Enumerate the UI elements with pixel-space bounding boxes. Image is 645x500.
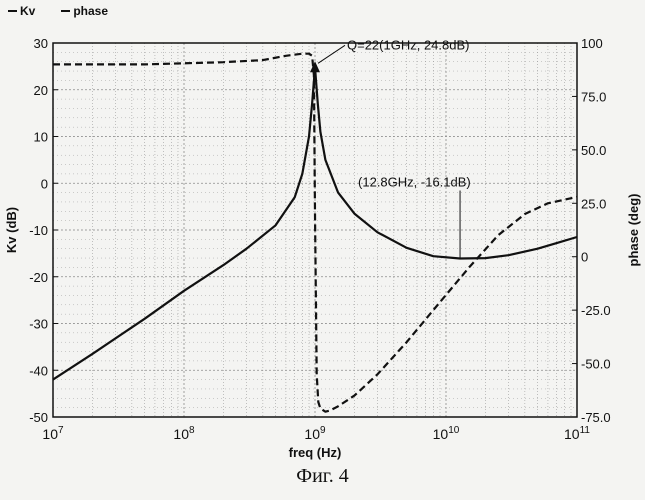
tick-labels: 107108109101010113020100-10-20-30-40-501… [29,36,610,442]
x-tick-exponent: 9 [320,425,326,436]
x-tick-label: 1011 [564,425,590,442]
y-tick-label: 0 [41,176,48,191]
y2-tick-label: -50.0 [581,357,611,372]
x-tick-exponent: 8 [189,425,195,436]
figure-caption: Фиг. 4 [0,465,645,488]
y-tick-label: 30 [34,36,48,51]
x-tick-base: 10 [433,426,449,442]
x-tick-label: 109 [304,425,326,442]
y2-tick-label: 0 [581,250,588,265]
y2-tick-label: -25.0 [581,303,611,318]
y2-tick-label: -75.0 [581,410,611,425]
y2-tick-label: 25.0 [581,196,606,211]
y-tick-label: -20 [29,270,48,285]
y-axis-label: Kv (dB) [4,207,19,253]
y2-axis-label: phase (deg) [626,194,641,267]
y-tick-label: 10 [34,130,48,145]
annotation-min-label: (12.8GHz, -16.1dB) [358,175,471,190]
annotation-layer: Q=22(1GHz, 24.8dB) (12.8GHz, -16.1dB) [310,37,471,258]
annotation-leader [318,45,345,63]
y-tick-label: -50 [29,410,48,425]
y-tick-label: -30 [29,317,48,332]
y-tick-label: 20 [34,83,48,98]
y-tick-label: -40 [29,363,48,378]
chart-area: Q=22(1GHz, 24.8dB)(12.8GHz, -16.1dB) 107… [0,0,645,460]
x-tick-base: 10 [42,426,58,442]
x-tick-exponent: 10 [448,425,460,436]
x-tick-label: 107 [42,425,64,442]
x-tick-label: 108 [173,425,195,442]
annotation-peak-label: Q=22(1GHz, 24.8dB) [347,37,469,52]
y2-tick-label: 50.0 [581,143,606,158]
x-tick-base: 10 [564,426,580,442]
y-tick-label: -10 [29,223,48,238]
x-tick-base: 10 [173,426,189,442]
x-tick-base: 10 [304,426,320,442]
x-tick-label: 1010 [433,425,460,442]
y2-tick-label: 75.0 [581,89,606,104]
x-axis-label: freq (Hz) [289,445,342,460]
y2-tick-label: 100 [581,36,603,51]
x-tick-exponent: 7 [58,425,64,436]
x-tick-exponent: 11 [580,425,591,436]
